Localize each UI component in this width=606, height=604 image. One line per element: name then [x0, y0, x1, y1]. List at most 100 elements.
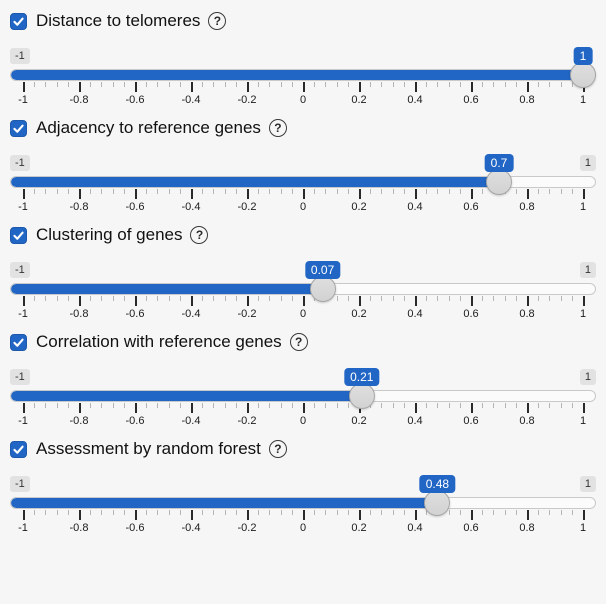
slider-handle[interactable]	[309, 276, 336, 302]
tick-label: -1	[18, 522, 28, 534]
slider-track[interactable]	[10, 497, 596, 509]
slider-header: Assessment by random forest ?	[10, 437, 596, 461]
slider-label[interactable]: Adjacency to reference genes	[36, 118, 261, 137]
tick-minor	[157, 403, 159, 408]
tick-minor	[34, 296, 36, 301]
tick-minor	[123, 296, 125, 301]
tick-label: 0.4	[407, 94, 423, 106]
slider-label[interactable]: Assessment by random forest	[36, 439, 261, 458]
tick-major	[135, 296, 137, 306]
tick-major	[415, 296, 417, 306]
tick-minor	[101, 189, 103, 194]
tick-major	[471, 510, 473, 520]
slider-group-adjacency-to-reference-genes: Adjacency to reference genes ? -1 1 0.7 …	[10, 116, 596, 213]
range-slider[interactable]: -1 1 0.21 -1 -0.8 -0.6 -0.4 -0.2 0 0.2 0.4 0.6 0.…	[10, 368, 596, 427]
tick-minor	[90, 189, 92, 194]
tick-major	[415, 403, 417, 413]
slider-group-distance-to-telomeres: Distance to telomeres ? -1 1 1 -1 -0.8 -0.…	[10, 9, 596, 106]
tick-minor	[560, 403, 562, 408]
tick-minor	[325, 82, 327, 87]
tick-minor	[571, 510, 573, 515]
tick-minor	[157, 296, 159, 301]
slider-group-clustering-of-genes: Clustering of genes ? -1 1 0.07 -1 -0.8 -0…	[10, 223, 596, 320]
slider-label[interactable]: Correlation with reference genes	[36, 332, 282, 351]
tick-label: 0.6	[463, 522, 479, 534]
tick-label: 0.6	[463, 94, 479, 106]
tick-label: 0.2	[351, 94, 367, 106]
tick-major	[303, 403, 305, 413]
tick-major	[527, 403, 529, 413]
tick-minor	[381, 403, 383, 408]
question-mark-icon[interactable]: ?	[190, 226, 209, 244]
tick-major	[583, 510, 585, 520]
tick-label: 0.2	[351, 522, 367, 534]
checkbox-checked[interactable]	[10, 119, 27, 137]
tick-minor	[549, 403, 551, 408]
tick-minor	[426, 189, 428, 194]
range-slider[interactable]: -1 1 1 -1 -0.8 -0.6 -0.4 -0.2 0 0.2 0.4 0.6 0.8 1	[10, 47, 596, 106]
tick-minor	[179, 403, 181, 408]
tick-minor	[392, 510, 394, 515]
tick-minor	[235, 82, 237, 87]
question-mark-icon[interactable]: ?	[208, 12, 227, 30]
checkbox-checked[interactable]	[10, 333, 27, 351]
range-slider[interactable]: -1 1 0.48 -1 -0.8 -0.6 -0.4 -0.2 0 0.2 0.4 0.6 0.…	[10, 475, 596, 534]
tick-minor	[146, 510, 148, 515]
tick-major	[527, 82, 529, 92]
slider-track[interactable]	[10, 69, 596, 81]
tick-minor	[146, 296, 148, 301]
slider-tick-grid: -1 -0.8 -0.6 -0.4 -0.2 0 0.2 0.4 0.6 0.8 1	[18, 82, 586, 106]
tick-major	[359, 82, 361, 92]
tick-minor	[437, 403, 439, 408]
checkbox-checked[interactable]	[10, 440, 27, 458]
tick-minor	[235, 296, 237, 301]
tick-major	[79, 510, 81, 520]
checkbox-checked[interactable]	[10, 226, 27, 244]
tick-minor	[493, 403, 495, 408]
tick-minor	[291, 296, 293, 301]
tick-minor	[459, 296, 461, 301]
tick-label: -0.4	[181, 522, 201, 534]
slider-value-bubble: 0.7	[484, 154, 514, 172]
tick-minor	[504, 403, 506, 408]
slider-track[interactable]	[10, 176, 596, 188]
slider-handle[interactable]	[486, 169, 512, 195]
tick-minor	[325, 189, 327, 194]
slider-handle[interactable]	[570, 62, 596, 88]
checkbox-checked[interactable]	[10, 12, 27, 30]
tick-minor	[235, 510, 237, 515]
question-mark-icon[interactable]: ?	[289, 333, 308, 351]
tick-label: 0.6	[463, 201, 479, 213]
slider-header: Correlation with reference genes ?	[10, 330, 596, 354]
slider-label[interactable]: Distance to telomeres	[36, 11, 201, 30]
slider-track[interactable]	[10, 283, 596, 295]
slider-label[interactable]: Clustering of genes	[36, 225, 183, 244]
tick-major	[471, 296, 473, 306]
tick-minor	[112, 189, 114, 194]
tick-minor	[291, 82, 293, 87]
tick-minor	[179, 189, 181, 194]
tick-minor	[403, 82, 405, 87]
slider-handle[interactable]	[348, 383, 375, 409]
tick-label: -1	[18, 201, 28, 213]
question-mark-icon[interactable]: ?	[268, 119, 287, 137]
slider-handle[interactable]	[424, 490, 451, 516]
tick-minor	[112, 510, 114, 515]
slider-max-label: 1	[579, 476, 596, 492]
slider-max-label: 1	[579, 155, 596, 171]
tick-label: -0.4	[181, 201, 201, 213]
tick-label: 0.8	[519, 308, 535, 320]
slider-track[interactable]	[10, 390, 596, 402]
tick-label: -0.6	[125, 308, 145, 320]
tick-minor	[493, 82, 495, 87]
tick-minor	[515, 82, 517, 87]
tick-major	[527, 296, 529, 306]
range-slider[interactable]: -1 1 0.07 -1 -0.8 -0.6 -0.4 -0.2 0 0.2 0.4 0.6 0.…	[10, 261, 596, 320]
tick-label: 1	[579, 308, 587, 320]
tick-minor	[179, 296, 181, 301]
question-mark-icon[interactable]: ?	[268, 440, 287, 458]
tick-minor	[381, 189, 383, 194]
tick-label: 0.2	[351, 201, 367, 213]
tick-minor	[258, 189, 260, 194]
range-slider[interactable]: -1 1 0.7 -1 -0.8 -0.6 -0.4 -0.2 0 0.2 0.4 0.6 0.8…	[10, 154, 596, 213]
